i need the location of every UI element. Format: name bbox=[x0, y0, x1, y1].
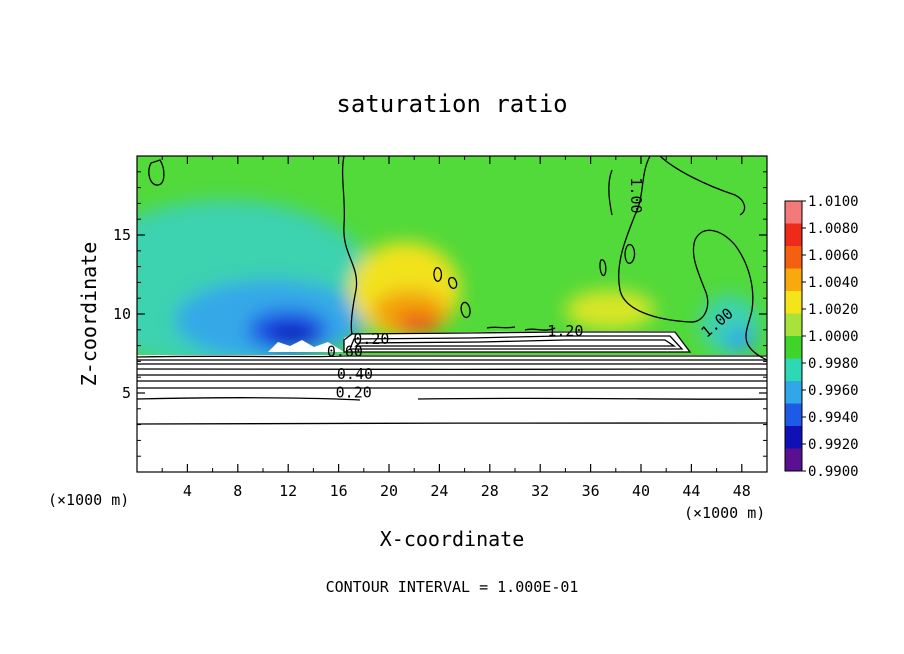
colorbar-swatch bbox=[785, 403, 802, 427]
x-axis: 4 8 12 16 20 24 28 32 36 40 44 48 bbox=[161, 156, 751, 500]
contour-label: 0.20 bbox=[336, 384, 372, 402]
colorbar-swatch bbox=[785, 381, 802, 404]
colorbar-swatch bbox=[785, 268, 802, 292]
colorbar-swatch bbox=[785, 336, 802, 359]
contour-line bbox=[354, 339, 677, 347]
x-tick-label: 20 bbox=[380, 482, 398, 500]
contour-line bbox=[486, 326, 556, 331]
contour-line bbox=[343, 331, 692, 353]
colorbar-swatch bbox=[785, 291, 802, 314]
contour-label: 0.40 bbox=[337, 365, 373, 383]
colorbar-swatch bbox=[785, 201, 802, 224]
field-red-region bbox=[396, 315, 440, 333]
contour-interval-note: CONTOUR INTERVAL = 1.000E-01 bbox=[326, 578, 579, 596]
contour-lines bbox=[137, 156, 767, 425]
contour-line bbox=[460, 301, 471, 319]
colorbar-label: 1.0060 bbox=[808, 248, 859, 264]
x-axis-unit-right: (×1000 m) bbox=[684, 504, 765, 522]
colorbar-swatch bbox=[785, 358, 802, 382]
colorbar-label: 0.9940 bbox=[808, 410, 859, 426]
contour-line bbox=[137, 387, 767, 389]
contour-label: 1.00 bbox=[627, 177, 645, 213]
contour-line bbox=[608, 169, 613, 216]
contour-line bbox=[659, 156, 746, 216]
colorbar-label: 0.9960 bbox=[808, 383, 859, 399]
colorbar-label: 0.9980 bbox=[808, 356, 859, 372]
contour-line bbox=[433, 267, 443, 282]
field-yellow-region-east bbox=[565, 290, 655, 330]
contour-line bbox=[137, 380, 767, 382]
colorbar-label: 0.9900 bbox=[808, 464, 859, 480]
x-tick-label: 28 bbox=[481, 482, 499, 500]
contour-line bbox=[148, 159, 165, 186]
colorbar-swatch bbox=[785, 313, 802, 337]
colorbar-swatch bbox=[785, 223, 802, 247]
contour-line bbox=[624, 243, 636, 264]
y-tick-label: 10 bbox=[113, 305, 131, 323]
heatmap-field bbox=[137, 156, 767, 472]
field-dark-blue-region bbox=[270, 326, 314, 346]
x-axis-unit-left: (×1000 m) bbox=[48, 491, 129, 509]
colorbar-label: 1.0100 bbox=[808, 194, 859, 210]
x-tick-label: 16 bbox=[330, 482, 348, 500]
contour-line bbox=[137, 355, 767, 358]
y-axis-label: Z-coordinate bbox=[77, 242, 101, 387]
contour-line bbox=[137, 363, 767, 365]
colorbar-label: 1.0000 bbox=[808, 329, 859, 345]
x-tick-label: 36 bbox=[582, 482, 600, 500]
contour-line bbox=[137, 397, 767, 401]
y-axis: 5 10 15 bbox=[113, 171, 767, 457]
contour-line bbox=[349, 335, 684, 350]
colorbar-label: 1.0040 bbox=[808, 275, 859, 291]
x-tick-label: 48 bbox=[733, 482, 751, 500]
plot-area: 1.001.001.200.200.600.400.20 bbox=[137, 156, 767, 472]
colorbar-swatch bbox=[785, 426, 802, 449]
contour-label: 0.60 bbox=[327, 343, 363, 361]
contour-label: 1.20 bbox=[547, 322, 583, 340]
colorbar-swatch bbox=[785, 246, 802, 269]
contour-line bbox=[599, 259, 607, 277]
colorbar-swatch bbox=[785, 448, 802, 472]
x-tick-label: 8 bbox=[233, 482, 242, 500]
contour-line bbox=[341, 156, 358, 335]
x-tick-label: 40 bbox=[632, 482, 650, 500]
contour-line bbox=[137, 359, 767, 361]
field-gap-left bbox=[268, 340, 344, 352]
contour-label: 0.20 bbox=[353, 330, 389, 348]
field-dry-layer bbox=[137, 355, 767, 472]
x-axis-label: X-coordinate bbox=[380, 527, 525, 551]
y-tick-label: 5 bbox=[122, 384, 131, 402]
x-tick-label: 32 bbox=[531, 482, 549, 500]
colorbar-label: 1.0020 bbox=[808, 302, 859, 318]
contour-line bbox=[137, 422, 767, 425]
chart-title: saturation ratio bbox=[336, 90, 567, 118]
y-tick-label: 15 bbox=[113, 226, 131, 244]
colorbar: 1.0100 1.0080 1.0060 1.0040 1.0020 1.0000 0.99… bbox=[784, 194, 859, 480]
x-tick-label: 24 bbox=[430, 482, 448, 500]
contour-line bbox=[618, 156, 767, 361]
colorbar-label: 0.9920 bbox=[808, 437, 859, 453]
x-tick-label: 44 bbox=[682, 482, 700, 500]
contour-line bbox=[137, 374, 767, 376]
colorbar-label: 1.0080 bbox=[808, 221, 859, 237]
x-tick-label: 4 bbox=[183, 482, 192, 500]
x-tick-label: 12 bbox=[279, 482, 297, 500]
contour-line bbox=[448, 277, 458, 289]
